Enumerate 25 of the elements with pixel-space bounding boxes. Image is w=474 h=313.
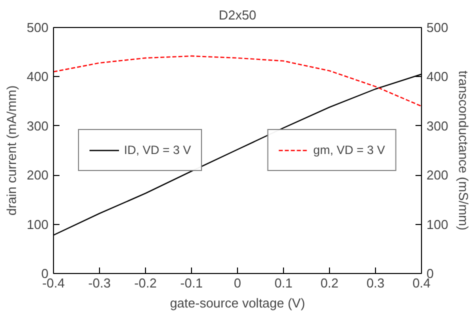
y-tick-label: 100 — [26, 216, 49, 232]
x-tick-label: -0.1 — [180, 276, 203, 290]
x-tick-label: 0.1 — [274, 276, 293, 290]
x-tick-label: -0.3 — [88, 276, 111, 290]
y-tick-label: 300 — [26, 118, 49, 134]
x-tick-label: 0 — [234, 276, 242, 290]
y2-tick-label: 400 — [426, 69, 448, 84]
y-axis-title: drain current (mA/mm) — [4, 85, 19, 216]
y2-tick-label: 300 — [426, 118, 448, 134]
y-tick-label: 0 — [41, 266, 49, 281]
chart-title: D2x50 — [218, 8, 256, 22]
line-series — [54, 55, 422, 107]
y-tick-label: 200 — [26, 168, 49, 183]
y2-axis-title: transconductance (mS/mm) — [456, 70, 472, 230]
y2-tick-label: 500 — [426, 20, 448, 35]
x-tick-label: 0.2 — [320, 276, 339, 290]
y2-tick-label: 200 — [426, 168, 448, 183]
x-tick-label: 0.3 — [366, 276, 385, 290]
x-tick-label: -0.2 — [134, 276, 157, 290]
y-tick-label: 400 — [26, 69, 49, 84]
legend-label: ID, VD = 3 V — [124, 143, 192, 157]
legend-label: gm, VD = 3 V — [313, 143, 385, 157]
x-axis-title: gate-source voltage (V) — [170, 296, 306, 310]
y-tick-label: 500 — [26, 20, 49, 35]
y2-tick-label: 100 — [426, 216, 448, 232]
